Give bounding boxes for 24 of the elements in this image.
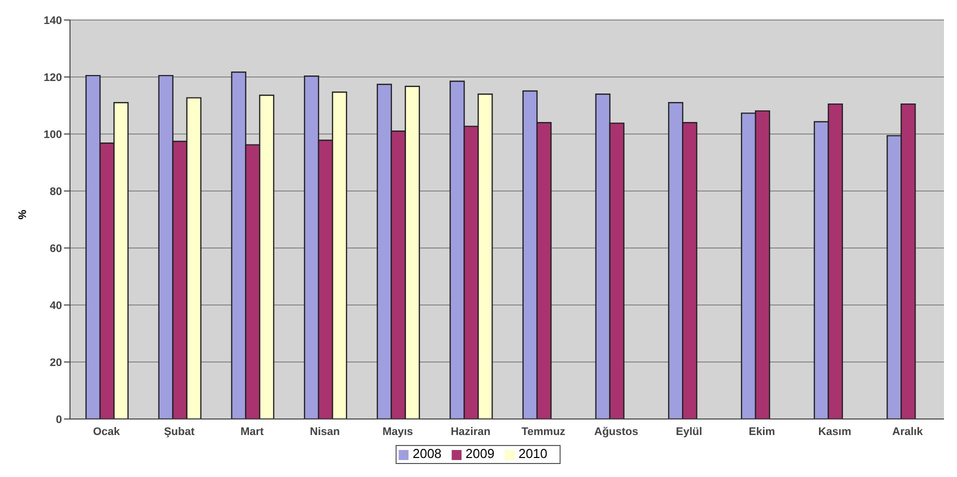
y-tick-label: 0 <box>56 414 62 426</box>
x-tick-label: Mart <box>240 426 264 438</box>
x-tick-label: Ağustos <box>594 426 638 438</box>
legend-label: 2008 <box>412 446 442 461</box>
x-tick-label: Şubat <box>164 426 195 438</box>
x-tick-label: Eylül <box>676 426 702 438</box>
legend-label: 2009 <box>466 446 494 461</box>
y-tick-label: 100 <box>44 128 62 141</box>
y-axis-title: % <box>16 210 29 220</box>
x-tick-label: Haziran <box>450 426 491 438</box>
y-tick-label: 60 <box>50 242 62 255</box>
x-tick-label: Temmuz <box>522 426 566 438</box>
y-tick-label: 120 <box>44 72 62 84</box>
x-tick-label: Aralık <box>892 426 924 438</box>
x-tick-label: Nisan <box>310 426 340 438</box>
y-tick-label: 140 <box>44 14 62 27</box>
legend-label: 2010 <box>518 446 548 461</box>
x-tick-label: Kasım <box>818 426 852 438</box>
x-tick-label: Ekim <box>748 426 776 438</box>
y-tick-label: 40 <box>50 300 62 312</box>
y-tick-label: 20 <box>50 356 62 369</box>
y-tick-label: 80 <box>50 186 62 198</box>
x-tick-label: Mayıs <box>382 426 414 438</box>
x-tick-label: Ocak <box>92 426 121 438</box>
